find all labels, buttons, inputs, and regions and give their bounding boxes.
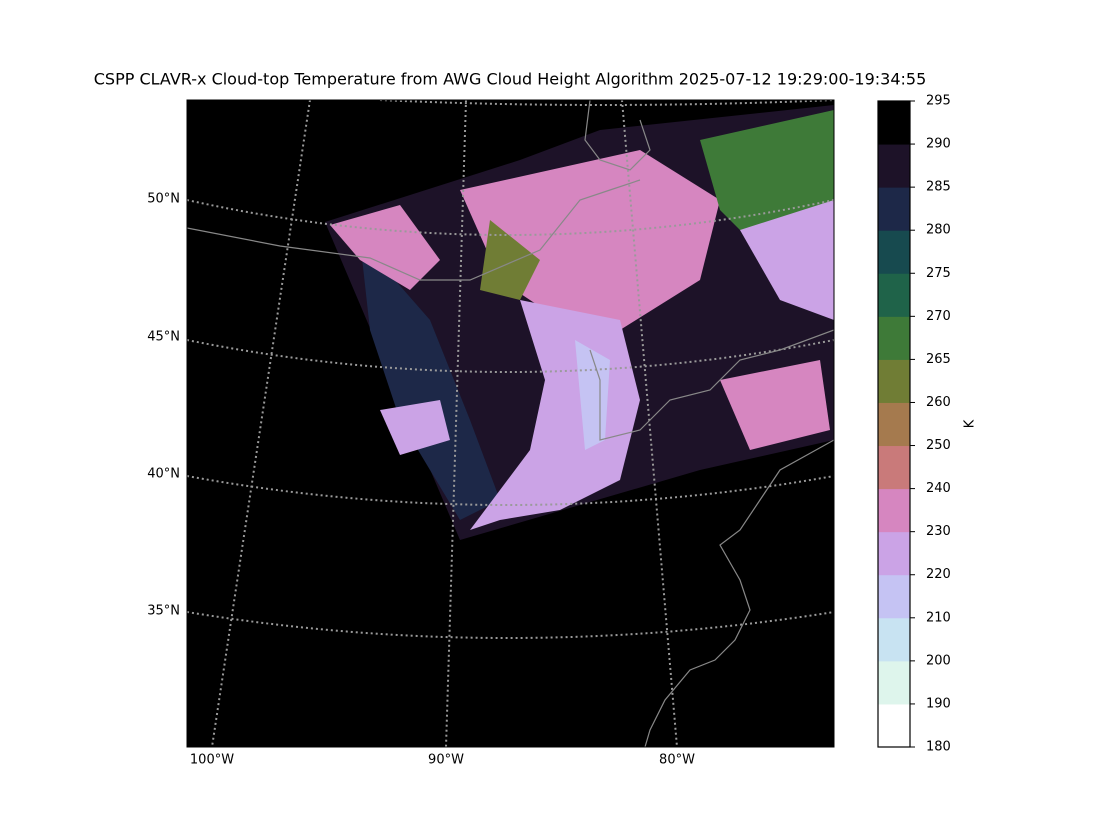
lon-label: 80°W <box>659 753 695 768</box>
colorbar-tick-label: 230 <box>926 524 951 539</box>
colorbar-tick-label: 220 <box>926 567 951 582</box>
colorbar-tick-label: 270 <box>926 309 951 324</box>
colorbar-frame <box>877 100 911 748</box>
colorbar-segment <box>878 488 910 533</box>
colorbar-tick-label: 190 <box>926 696 951 711</box>
colorbar-tick-label: 295 <box>926 94 951 109</box>
map <box>187 100 834 747</box>
colorbar-segment <box>878 273 910 317</box>
cloud <box>380 400 450 455</box>
colorbar-tick-label: 265 <box>926 352 951 367</box>
cloud <box>720 360 830 450</box>
lat-label: 45°N <box>147 330 180 345</box>
colorbar-segment <box>878 445 910 490</box>
colorbar: 180 190 200 210 220 230 240 250 260 265 270 275 280 2… <box>877 94 951 755</box>
cloud <box>740 200 834 320</box>
colorbar-segment <box>878 617 910 662</box>
colorbar-tick-label: 275 <box>926 266 951 281</box>
colorbar-segment <box>878 531 910 576</box>
colorbar-segment <box>878 187 910 231</box>
colorbar-tick-label: 210 <box>926 610 951 625</box>
colorbar-segment <box>878 359 910 403</box>
lat-label: 35°N <box>147 604 180 619</box>
colorbar-segment <box>878 574 910 619</box>
colorbar-segment <box>878 144 910 188</box>
cloud <box>575 340 610 450</box>
colorbar-tick-label: 285 <box>926 180 951 195</box>
colorbar-tick-label: 200 <box>926 653 951 668</box>
lon-label: 100°W <box>190 753 234 768</box>
lat-label: 40°N <box>147 467 180 482</box>
cloud <box>330 205 440 290</box>
cloud <box>360 240 500 520</box>
colorbar-tick-label: 180 <box>926 740 951 755</box>
colorbar-segment <box>878 402 910 447</box>
colorbar-tick-label: 240 <box>926 481 951 496</box>
colorbar-segment <box>878 316 910 360</box>
lat-label: 50°N <box>147 192 180 207</box>
colorbar-segment <box>878 703 910 748</box>
colorbar-segment <box>878 101 910 145</box>
lon-label: 90°W <box>428 753 464 768</box>
cloud <box>480 220 540 300</box>
colorbar-tick-label: 280 <box>926 223 951 238</box>
colorbar-tick-label: 260 <box>926 395 951 410</box>
colorbar-label: K <box>963 419 978 428</box>
map-frame <box>186 99 835 748</box>
title: CSPP CLAVR-x Cloud-top Temperature from … <box>94 70 927 89</box>
colorbar-segment <box>878 660 910 705</box>
colorbar-segment <box>878 230 910 274</box>
colorbar-tick-label: 250 <box>926 438 951 453</box>
colorbar-tick-label: 290 <box>926 137 951 152</box>
